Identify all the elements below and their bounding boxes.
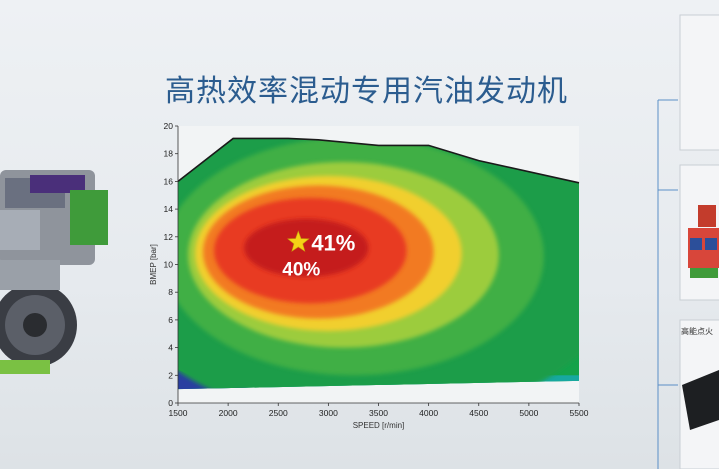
band-lowest bbox=[178, 369, 259, 390]
peak-star-icon bbox=[287, 230, 310, 252]
max-torque-curve bbox=[177, 137, 580, 184]
side-panels bbox=[657, 14, 719, 469]
axes bbox=[175, 125, 580, 406]
y-tick-label: 0 bbox=[168, 398, 173, 408]
tick-labels: 1500 2000 2500 3000 3500 4000 4500 5000 5500 0 2 4 6… bbox=[164, 121, 589, 418]
y-tick-label: 6 bbox=[168, 315, 173, 325]
side-caption: 高能点火 bbox=[681, 327, 713, 336]
x-axis-label: SPEED [r/min] bbox=[353, 421, 405, 430]
efficiency-contours bbox=[178, 138, 579, 390]
y-tick-label: 4 bbox=[168, 343, 173, 353]
peak-efficiency-label: 41% bbox=[311, 230, 355, 255]
y-tick-label: 8 bbox=[168, 287, 173, 297]
band-peak bbox=[244, 218, 369, 277]
x-tick-label: 1500 bbox=[169, 408, 188, 418]
y-axis-label: BMEP [bar] bbox=[149, 244, 158, 285]
page-title: 高热效率混动专用汽油发动机 bbox=[165, 74, 568, 109]
y-tick-label: 10 bbox=[164, 260, 174, 270]
x-tick-label: 3500 bbox=[369, 408, 388, 418]
y-tick-label: 18 bbox=[164, 149, 174, 159]
y-tick-label: 20 bbox=[164, 121, 174, 131]
x-tick-label: 4500 bbox=[469, 408, 488, 418]
engine-illustration bbox=[0, 170, 108, 374]
y-tick-label: 2 bbox=[168, 370, 173, 380]
efficiency-annotation: 40% bbox=[282, 260, 320, 281]
x-tick-label: 5500 bbox=[570, 408, 589, 418]
y-tick-label: 16 bbox=[164, 176, 174, 186]
x-tick-label: 5000 bbox=[519, 408, 538, 418]
x-tick-label: 3000 bbox=[319, 408, 338, 418]
x-tick-label: 2500 bbox=[269, 408, 288, 418]
x-tick-label: 4000 bbox=[419, 408, 438, 418]
y-tick-label: 14 bbox=[164, 204, 174, 214]
y-tick-label: 12 bbox=[164, 232, 174, 242]
x-tick-label: 2000 bbox=[219, 408, 238, 418]
